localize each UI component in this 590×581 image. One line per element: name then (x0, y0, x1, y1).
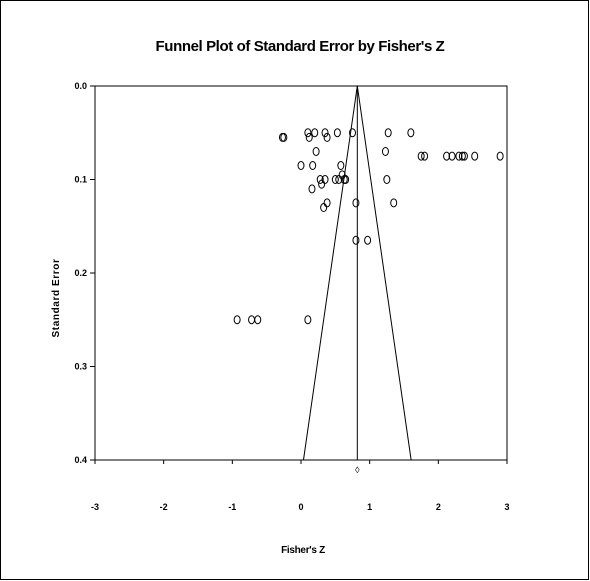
data-point (352, 235, 360, 245)
x-axis: -3 -2 -1 0 1 2 3 (91, 460, 510, 512)
data-point (331, 175, 339, 184)
plot-frame (94, 85, 508, 461)
data-point (320, 203, 328, 213)
x-tick-label: 1 (367, 502, 372, 512)
data-point (297, 160, 305, 170)
y-axis: 0.0 0.1 0.2 0.3 0.4 (74, 81, 95, 465)
y-tick-label: 0.3 (74, 362, 87, 372)
y-tick-label: 0.2 (74, 268, 87, 278)
data-point (381, 146, 389, 156)
data-point (316, 175, 324, 184)
data-point (280, 132, 288, 142)
x-tick-label: -2 (160, 502, 168, 512)
data-point (254, 315, 262, 325)
y-tick-label: 0.4 (74, 455, 87, 465)
data-point (311, 128, 319, 138)
x-tick-label: 0 (298, 502, 303, 512)
data-point (455, 151, 463, 161)
y-tick-label: 0.0 (74, 81, 87, 91)
plot-area (94, 85, 508, 461)
data-point (364, 235, 372, 245)
x-tick-label: -3 (91, 502, 99, 512)
x-tick-label: 3 (504, 502, 509, 512)
data-point (335, 175, 343, 184)
data-point (321, 128, 329, 138)
funnel-left-line (302, 85, 358, 461)
combined-effect-marker: ◊ (355, 465, 360, 475)
data-point (248, 315, 256, 325)
data-point (318, 179, 326, 189)
data-point (352, 198, 360, 208)
data-point (233, 315, 241, 325)
data-point (460, 151, 468, 161)
data-point (304, 315, 312, 325)
y-tick-label: 0.1 (74, 175, 87, 185)
x-tick-label: 2 (436, 502, 441, 512)
data-point (448, 151, 456, 161)
y-axis-label: Standard Error (51, 259, 62, 338)
data-point (443, 151, 451, 161)
data-point (496, 151, 504, 161)
data-point (308, 184, 316, 194)
data-point (421, 151, 429, 161)
funnel-lines: ◊ (302, 85, 412, 475)
data-point (407, 128, 415, 138)
x-axis-label: Fisher's Z (281, 545, 325, 556)
data-point (323, 132, 331, 142)
data-point (309, 160, 317, 170)
data-point (458, 151, 466, 161)
data-point (390, 198, 398, 208)
chart-title: Funnel Plot of Standard Error by Fisher'… (156, 38, 445, 55)
data-point (323, 198, 331, 208)
data-point (342, 175, 350, 184)
funnel-right-line (356, 85, 412, 461)
data-point (312, 146, 320, 156)
data-point (471, 151, 479, 161)
data-point (383, 175, 391, 184)
x-tick-label: -1 (228, 502, 236, 512)
data-point (349, 128, 356, 138)
data-point (337, 160, 345, 170)
data-points (233, 128, 504, 325)
data-point (304, 128, 312, 138)
data-point (417, 151, 425, 161)
data-point (333, 128, 341, 138)
data-point (384, 128, 392, 138)
data-point (305, 132, 313, 142)
